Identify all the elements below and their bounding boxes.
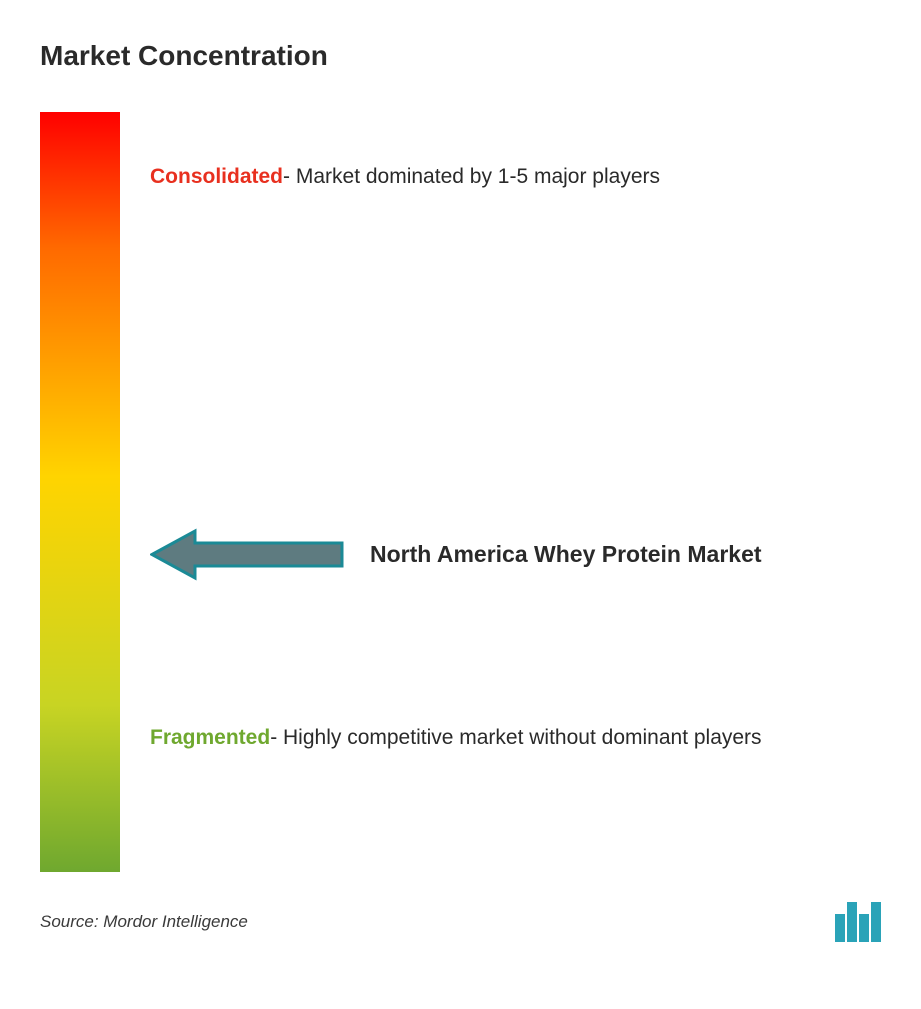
content-area: Consolidated- Market dominated by 1-5 ma… bbox=[40, 112, 881, 872]
right-content: Consolidated- Market dominated by 1-5 ma… bbox=[150, 112, 881, 872]
market-pointer-row: North America Whey Protein Market bbox=[150, 527, 762, 582]
market-name-label: North America Whey Protein Market bbox=[370, 539, 762, 570]
consolidated-description: - Market dominated by 1-5 major players bbox=[283, 165, 660, 188]
fragmented-label: Fragmented bbox=[150, 726, 270, 749]
logo-bars-icon bbox=[835, 902, 881, 942]
fragmented-description: - Highly competitive market without domi… bbox=[270, 726, 761, 749]
source-attribution: Source: Mordor Intelligence bbox=[40, 912, 248, 932]
fragmented-row: Fragmented- Highly competitive market wi… bbox=[150, 722, 881, 754]
consolidated-row: Consolidated- Market dominated by 1-5 ma… bbox=[150, 162, 881, 191]
brand-logo bbox=[835, 902, 881, 942]
concentration-gradient-bar bbox=[40, 112, 120, 872]
footer: Source: Mordor Intelligence bbox=[40, 902, 881, 942]
consolidated-label: Consolidated bbox=[150, 165, 283, 188]
pointer-arrow-icon bbox=[150, 527, 345, 582]
market-concentration-diagram: Market Concentration Consolidated- Marke… bbox=[40, 40, 881, 942]
diagram-title: Market Concentration bbox=[40, 40, 881, 72]
